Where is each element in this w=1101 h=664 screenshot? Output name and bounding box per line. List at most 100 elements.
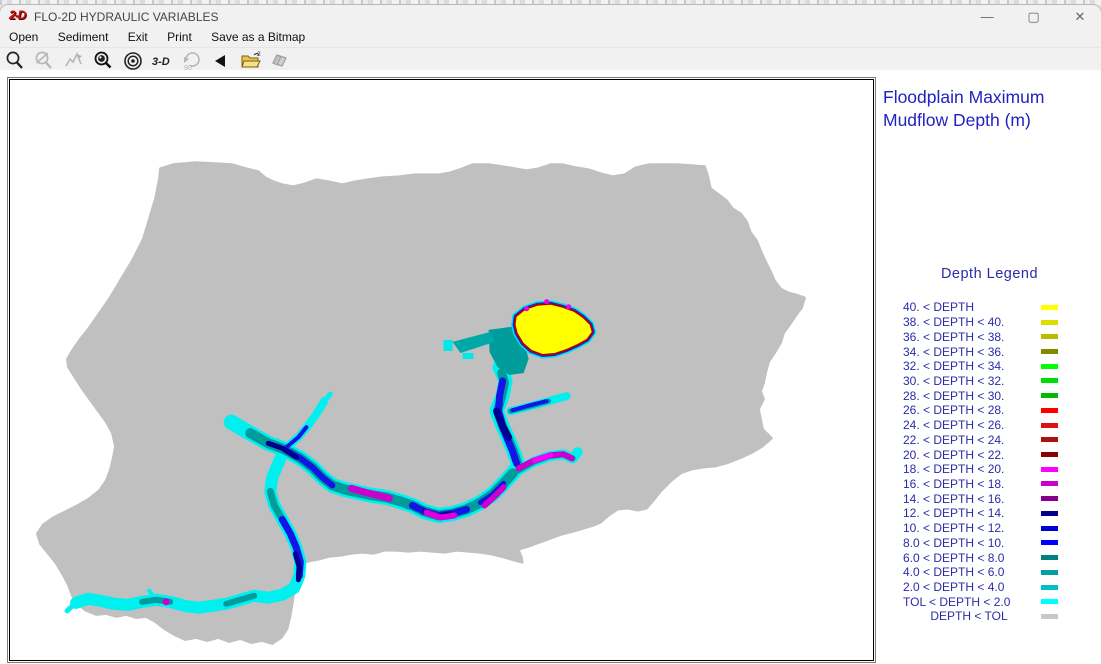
open-folder-icon: 2	[240, 51, 261, 68]
legend-label: 36. < DEPTH < 38.	[903, 329, 1005, 344]
legend-label: 10. < DEPTH < 12.	[903, 521, 1005, 536]
legend-row: 12. < DEPTH < 14.	[903, 506, 1101, 521]
legend-label: 40. < DEPTH	[903, 300, 975, 315]
map-frame	[7, 77, 876, 663]
svg-text:2: 2	[257, 51, 261, 58]
pond-max-depth	[511, 299, 597, 359]
legend-swatch	[1041, 599, 1058, 605]
legend-swatch	[1041, 466, 1058, 472]
legend-swatch	[1041, 510, 1058, 516]
zoom-in-icon	[6, 51, 23, 69]
rotate-90-button[interactable]: 90	[180, 49, 204, 73]
zoom-window-icon	[94, 51, 112, 69]
back-button[interactable]	[209, 49, 233, 73]
legend-label: 2.0 < DEPTH < 4.0	[903, 580, 1005, 595]
svg-text:90: 90	[184, 65, 192, 72]
legend-label: 18. < DEPTH < 20.	[903, 462, 1005, 477]
profile-plot-button[interactable]	[62, 49, 86, 73]
legend-swatch	[1041, 555, 1058, 561]
titlebar[interactable]: 2-D FLO-2D HYDRAULIC VARIABLES — ▢ ✕	[0, 5, 1101, 28]
legend-swatch	[1041, 407, 1058, 413]
profile-plot-icon	[65, 52, 82, 67]
teal-arm	[452, 331, 495, 353]
rotate-90-icon: 90	[183, 52, 200, 72]
menu-print[interactable]: Print	[167, 30, 192, 44]
legend-swatch	[1041, 540, 1058, 546]
eraser-icon	[272, 54, 287, 67]
minimize-button[interactable]: —	[980, 9, 994, 24]
legend-swatch	[1041, 569, 1058, 575]
magenta-depth-segments	[347, 451, 575, 521]
legend-swatch	[1041, 613, 1058, 619]
legend-swatch	[1041, 363, 1058, 369]
legend-swatch	[1041, 393, 1058, 399]
menu-exit[interactable]: Exit	[127, 30, 148, 44]
zoom-out-icon	[36, 51, 53, 69]
mudflow-depth-map	[36, 161, 806, 645]
maximize-button[interactable]: ▢	[1027, 9, 1040, 24]
menu-sediment[interactable]: Sediment	[57, 30, 109, 44]
menu-save-as-bitmap[interactable]: Save as a Bitmap	[211, 30, 306, 44]
menu-open[interactable]: Open	[9, 30, 39, 44]
legend-label: 16. < DEPTH < 18.	[903, 476, 1005, 491]
watershed-area	[36, 161, 806, 645]
legend-swatch	[1041, 422, 1058, 428]
legend-row: 20. < DEPTH < 22.	[903, 447, 1101, 462]
legend-swatch	[1041, 334, 1058, 340]
legend-swatch	[1041, 437, 1058, 443]
legend-label: DEPTH < TOL	[930, 609, 1008, 624]
legend-label: 6.0 < DEPTH < 8.0	[903, 550, 1005, 565]
legend-row: 16. < DEPTH < 18.	[903, 477, 1101, 492]
legend-row: 28. < DEPTH < 30.	[903, 388, 1101, 403]
legend-label: 32. < DEPTH < 34.	[903, 359, 1005, 374]
app-window: 2-D FLO-2D HYDRAULIC VARIABLES — ▢ ✕ Ope…	[0, 5, 1101, 664]
legend-label: TOL < DEPTH < 2.0	[903, 594, 1011, 609]
legend-row: 32. < DEPTH < 34.	[903, 359, 1101, 374]
legend-swatch	[1041, 525, 1058, 531]
legend-row: 8.0 < DEPTH < 10.	[903, 536, 1101, 551]
legend-row: 36. < DEPTH < 38.	[903, 329, 1101, 344]
back-arrow-icon	[215, 55, 226, 67]
legend-swatch	[1041, 481, 1058, 487]
legend-swatch	[1041, 452, 1058, 458]
view-3d-icon: 3-D	[152, 56, 170, 68]
results-panel: Floodplain Maximum Mudflow Depth (m) Dep…	[878, 70, 1101, 664]
legend-label: 4.0 < DEPTH < 6.0	[903, 565, 1005, 580]
window-controls: — ▢ ✕	[966, 5, 1101, 28]
content-area: Floodplain Maximum Mudflow Depth (m) Dep…	[0, 70, 1101, 664]
legend-row: 30. < DEPTH < 32.	[903, 374, 1101, 389]
legend-swatch	[1041, 496, 1058, 502]
legend-title: Depth Legend	[940, 266, 1039, 282]
legend-label: 8.0 < DEPTH < 10.	[903, 535, 1005, 550]
svg-text:3-D: 3-D	[152, 56, 170, 68]
legend-row: 34. < DEPTH < 36.	[903, 344, 1101, 359]
view-3d-button[interactable]: 3-D	[150, 49, 174, 73]
legend-label: 28. < DEPTH < 30.	[903, 388, 1005, 403]
close-button[interactable]: ✕	[1074, 9, 1086, 24]
legend-label: 24. < DEPTH < 26.	[903, 418, 1005, 433]
background-window-sliver	[0, 0, 1101, 5]
zoom-in-button[interactable]	[3, 49, 27, 73]
legend-row: 40. < DEPTH	[903, 300, 1101, 315]
legend-label: 30. < DEPTH < 32.	[903, 373, 1005, 388]
legend-row: 6.0 < DEPTH < 8.0	[903, 550, 1101, 565]
open-file-button[interactable]: 2	[239, 49, 263, 73]
legend-row: 2.0 < DEPTH < 4.0	[903, 580, 1101, 595]
clear-button[interactable]	[268, 49, 292, 73]
map-canvas[interactable]	[9, 79, 874, 661]
legend-row: 26. < DEPTH < 28.	[903, 403, 1101, 418]
legend-label: 26. < DEPTH < 28.	[903, 403, 1005, 418]
zoom-window-button[interactable]	[91, 49, 115, 73]
zoom-out-button[interactable]	[32, 49, 56, 73]
legend-row: TOL < DEPTH < 2.0	[903, 594, 1101, 609]
legend-label: 22. < DEPTH < 24.	[903, 432, 1005, 447]
legend-swatch	[1041, 378, 1058, 384]
legend-row: 24. < DEPTH < 26.	[903, 418, 1101, 433]
legend-swatch	[1041, 304, 1058, 310]
legend-row: DEPTH < TOL	[903, 609, 1101, 624]
menubar: Open Sediment Exit Print Save as a Bitma…	[0, 28, 1101, 47]
legend-swatch	[1041, 349, 1058, 355]
contours-button[interactable]	[121, 49, 145, 73]
depth-legend: Depth Legend 40. < DEPTH 38. < DEPTH < 4…	[878, 266, 1101, 624]
